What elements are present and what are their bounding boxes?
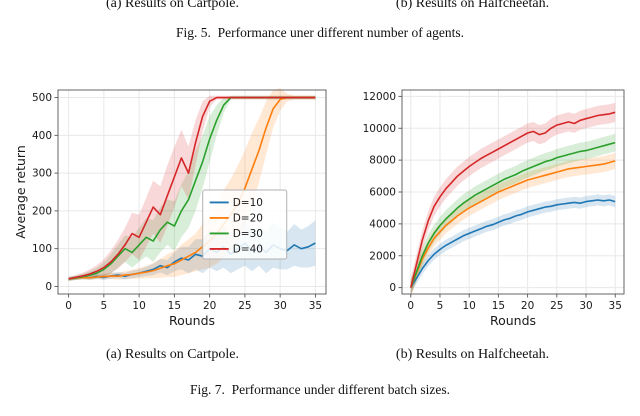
series-line-d20 xyxy=(68,96,316,280)
x-tick-label: 30 xyxy=(579,300,592,312)
x-tick-label: 20 xyxy=(203,300,216,312)
x-tick-label: 35 xyxy=(609,300,622,312)
halfcheetah-chart: 0 5 10 15 20 25 30 35 0 2000 4000 6000 8000 10000 1200… xyxy=(363,89,625,328)
confidence-band-d40 xyxy=(68,95,316,281)
legend-label-d20: D=20 xyxy=(233,212,263,224)
y-tick-label: 8000 xyxy=(369,155,396,167)
figure5-caption-a: (a) Results on Cartpole. xyxy=(106,0,239,11)
x-tick-label: 15 xyxy=(168,300,181,312)
y-tick-label: 10000 xyxy=(363,123,396,135)
legend-label-d40: D=40 xyxy=(233,243,263,255)
y-tick-label: 4000 xyxy=(369,218,396,230)
figure7-caption: Fig. 7. Performance under different batc… xyxy=(190,382,450,397)
x-tick-label: 5 xyxy=(100,300,107,312)
x-tick-label: 20 xyxy=(521,300,534,312)
x-axis-label: Rounds xyxy=(490,313,536,328)
y-tick-label: 400 xyxy=(32,130,52,142)
legend-box xyxy=(202,189,288,260)
x-axis-label: Rounds xyxy=(169,313,215,328)
confidence-band-d20 xyxy=(68,88,316,281)
y-tick-label: 12000 xyxy=(363,91,396,103)
series-line-d30 xyxy=(410,141,616,288)
confidence-band-d10 xyxy=(410,194,616,294)
legend-label-d30: D=30 xyxy=(233,228,263,240)
x-tick-label: 35 xyxy=(309,300,322,312)
y-tick-label: 0 xyxy=(389,282,396,294)
x-tick-label: 25 xyxy=(238,300,251,312)
figure5-caption: Fig. 5. Performance uner different numbe… xyxy=(175,25,465,40)
figure7-caption-b: (b) Results on Halfcheetah. xyxy=(395,347,550,362)
series-line-d40 xyxy=(410,111,616,288)
confidence-band-d30 xyxy=(410,133,616,297)
plot-border xyxy=(57,89,327,295)
y-tick-label: 500 xyxy=(32,92,52,104)
x-tick-label: 25 xyxy=(550,300,563,312)
figure7-caption-a: (a) Results on Cartpole. xyxy=(106,347,239,362)
x-tick-label: 10 xyxy=(462,300,475,312)
y-tick-label: 0 xyxy=(45,281,52,293)
confidence-band-d20 xyxy=(410,153,616,296)
figure5-caption-b: (b) Results on Halfcheetah. xyxy=(395,0,550,11)
series-line-d20 xyxy=(410,160,616,288)
series-line-d40 xyxy=(68,96,316,280)
y-tick-label: 100 xyxy=(32,243,52,255)
y-tick-label: 300 xyxy=(32,168,52,180)
x-tick-label: 10 xyxy=(132,300,145,312)
series-line-d10 xyxy=(410,199,616,289)
y-tick-label: 6000 xyxy=(369,187,396,199)
y-tick-label: 200 xyxy=(32,205,52,217)
x-tick-label: 5 xyxy=(437,300,444,312)
y-axis-label: Average return xyxy=(13,145,28,239)
x-tick-label: 0 xyxy=(407,300,414,312)
x-tick-label: 30 xyxy=(273,300,286,312)
x-tick-label: 15 xyxy=(492,300,505,312)
legend-label-d10: D=10 xyxy=(233,197,263,209)
x-tick-label: 0 xyxy=(65,300,72,312)
cartpole-chart: 0 5 10 15 20 25 30 35 0 100 200 300 400 500 Rounds Aver… xyxy=(13,88,327,328)
y-tick-label: 2000 xyxy=(369,250,396,262)
